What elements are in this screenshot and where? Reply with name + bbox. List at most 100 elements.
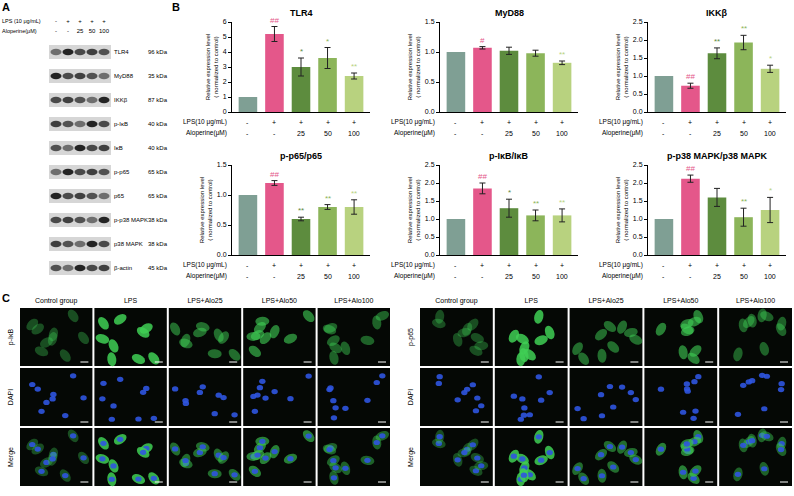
svg-text:-: -: [273, 130, 276, 137]
svg-text:0.0: 0.0: [633, 108, 643, 115]
svg-text:25: 25: [505, 273, 513, 280]
svg-text:0.0: 0.0: [425, 108, 435, 115]
svg-text:LPS+Alo50: LPS+Alo50: [663, 297, 698, 304]
svg-text:+: +: [507, 119, 511, 126]
svg-text:+: +: [688, 262, 692, 269]
svg-text:2.5: 2.5: [633, 18, 643, 25]
svg-text:1.5: 1.5: [425, 197, 435, 204]
svg-text:Relative expression level( nor: Relative expression level( normalized to…: [205, 34, 219, 100]
svg-text:+: +: [480, 119, 484, 126]
svg-text:-: -: [246, 130, 249, 137]
svg-text:50: 50: [532, 273, 540, 280]
svg-text:**: **: [298, 206, 304, 215]
svg-text:Relative expression level( nor: Relative expression level( normalized to…: [615, 34, 629, 100]
svg-text:-: -: [246, 262, 249, 269]
svg-text:p-p38 MAPK/p38 MAPK: p-p38 MAPK/p38 MAPK: [667, 151, 768, 161]
svg-text:2.0: 2.0: [633, 179, 643, 186]
svg-text:+: +: [90, 18, 94, 24]
svg-text:1.5: 1.5: [425, 18, 435, 25]
svg-text:25: 25: [505, 130, 513, 137]
svg-text:**: **: [559, 50, 565, 59]
svg-text:1.0: 1.0: [633, 72, 643, 79]
svg-text:+: +: [560, 119, 564, 126]
svg-text:##: ##: [686, 72, 695, 81]
svg-text:DAPI: DAPI: [7, 389, 14, 405]
svg-text:p-p38 MAPK: p-p38 MAPK: [114, 217, 148, 223]
svg-text:LPS+Alo100: LPS+Alo100: [736, 297, 775, 304]
svg-text:LPS: LPS: [525, 297, 539, 304]
svg-text:Control group: Control group: [35, 297, 78, 305]
svg-text:35 kDa: 35 kDa: [148, 73, 168, 79]
svg-text:1.0: 1.0: [425, 215, 435, 222]
svg-text:*: *: [300, 47, 303, 56]
svg-text:##: ##: [270, 16, 279, 25]
svg-text:p-IκB: p-IκB: [114, 121, 128, 127]
svg-text:-: -: [689, 130, 692, 137]
svg-text:+: +: [352, 119, 356, 126]
svg-text:1.5: 1.5: [633, 197, 643, 204]
svg-text:LPS: LPS: [124, 297, 138, 304]
svg-text:-: -: [246, 273, 249, 280]
svg-text:DAPI: DAPI: [407, 389, 414, 405]
svg-text:1.5: 1.5: [217, 161, 227, 168]
svg-text:50: 50: [532, 130, 540, 137]
svg-text:2.0: 2.0: [425, 179, 435, 186]
svg-text:-: -: [55, 18, 57, 24]
svg-text:+: +: [560, 262, 564, 269]
svg-text:*: *: [769, 186, 772, 195]
svg-text:+: +: [507, 262, 511, 269]
svg-text:-: -: [481, 273, 484, 280]
svg-text:0: 0: [223, 108, 227, 115]
svg-text:**: **: [741, 197, 747, 206]
svg-text:LPS+Alo25: LPS+Alo25: [588, 297, 623, 304]
svg-text:45 kDa: 45 kDa: [148, 265, 168, 271]
svg-text:TLR4: TLR4: [290, 8, 313, 18]
svg-text:**: **: [741, 24, 747, 33]
svg-text:##: ##: [686, 164, 695, 173]
svg-text:Aloperine(μM): Aloperine(μM): [2, 28, 37, 34]
svg-text:p-p65: p-p65: [114, 169, 130, 175]
svg-text:65 kDa: 65 kDa: [148, 169, 168, 175]
svg-text:50: 50: [324, 273, 332, 280]
svg-text:Aloperine(μM): Aloperine(μM): [602, 129, 643, 137]
svg-text:1.5: 1.5: [633, 54, 643, 61]
svg-text:+: +: [299, 262, 303, 269]
svg-text:25: 25: [297, 130, 305, 137]
svg-text:p65: p65: [114, 193, 125, 199]
svg-text:50: 50: [740, 130, 748, 137]
svg-text:-: -: [662, 119, 665, 126]
svg-text:50: 50: [324, 130, 332, 137]
svg-text:p-IκB: p-IκB: [7, 329, 15, 346]
svg-text:*: *: [326, 37, 329, 46]
svg-text:C: C: [2, 292, 10, 304]
svg-text:-: -: [454, 273, 457, 280]
svg-text:25: 25: [77, 28, 84, 34]
svg-text:**: **: [559, 198, 565, 207]
svg-text:LPS(10 μg/mL): LPS(10 μg/mL): [391, 261, 435, 269]
svg-text:LPS(10 μg/mL): LPS(10 μg/mL): [599, 118, 643, 126]
svg-text:+: +: [715, 262, 719, 269]
svg-text:IKKβ: IKKβ: [706, 8, 727, 18]
svg-text:-: -: [662, 273, 665, 280]
svg-text:5: 5: [223, 33, 227, 40]
svg-text:+: +: [768, 262, 772, 269]
svg-text:-: -: [454, 130, 457, 137]
svg-text:0.5: 0.5: [425, 233, 435, 240]
svg-text:LPS(10 μg/mL): LPS(10 μg/mL): [183, 261, 227, 269]
svg-text:87 kDa: 87 kDa: [148, 97, 168, 103]
svg-text:-: -: [273, 273, 276, 280]
svg-text:Aloperine(μM): Aloperine(μM): [186, 272, 227, 280]
svg-text:0.5: 0.5: [217, 221, 227, 228]
svg-text:Relative expression level( nor: Relative expression level( normalized to…: [407, 34, 421, 100]
svg-text:+: +: [78, 18, 82, 24]
svg-text:Aloperine(μM): Aloperine(μM): [394, 272, 435, 280]
svg-text:**: **: [533, 199, 539, 208]
svg-text:MyD88: MyD88: [495, 8, 524, 18]
svg-text:TLR4: TLR4: [114, 49, 129, 55]
svg-text:-: -: [454, 262, 457, 269]
svg-text:4: 4: [223, 48, 227, 55]
svg-text:3: 3: [223, 63, 227, 70]
svg-text:-: -: [454, 119, 457, 126]
svg-text:1: 1: [223, 93, 227, 100]
svg-text:1.0: 1.0: [633, 215, 643, 222]
